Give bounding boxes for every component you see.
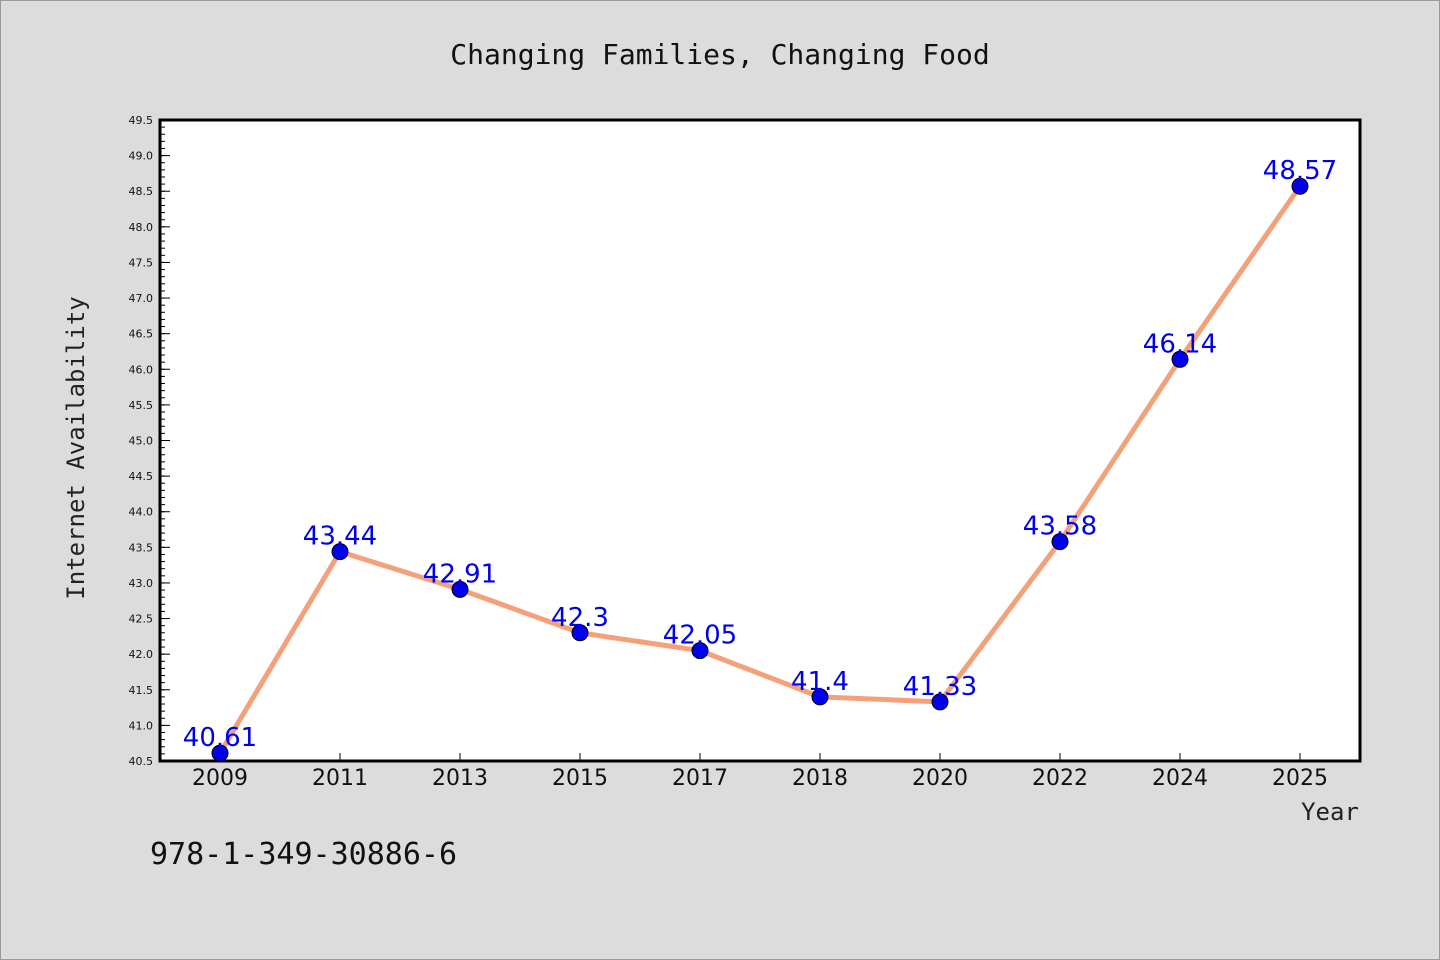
x-tick-label: 2025 xyxy=(1272,766,1328,791)
x-tick-label: 2024 xyxy=(1152,766,1208,791)
y-tick-label: 48.5 xyxy=(129,185,154,198)
data-point xyxy=(1051,533,1069,551)
x-tick-label: 2017 xyxy=(672,766,728,791)
x-tick-label: 2015 xyxy=(552,766,608,791)
y-axis-label: Internet Availability xyxy=(62,296,90,599)
data-label: 42.05 xyxy=(663,621,737,651)
data-labels: 40.61 43.44 42.91 42.3 42.05 41.4 41.33 43.58 46… xyxy=(183,156,1337,753)
data-label: 42.3 xyxy=(551,603,609,633)
data-point xyxy=(571,624,589,642)
series-line xyxy=(217,183,1303,756)
y-tick-label: 45.0 xyxy=(129,435,154,448)
y-tick-label: 43.0 xyxy=(129,577,154,590)
y-tick-label: 48.0 xyxy=(129,221,154,234)
x-axis-label: Year xyxy=(1301,798,1359,826)
x-tick-label: 2018 xyxy=(792,766,848,791)
x-tick-label: 2011 xyxy=(312,766,368,791)
y-axis: 40.5 41.0 41.5 42.0 42.5 43.0 43.5 44.0 44.5 45.0… xyxy=(129,114,170,768)
data-point xyxy=(811,688,829,706)
y-tick-label: 42.5 xyxy=(129,613,154,626)
data-points xyxy=(211,177,1309,762)
data-point xyxy=(931,693,949,711)
y-tick-label: 40.5 xyxy=(129,755,154,768)
data-point xyxy=(331,543,349,561)
data-label: 43.44 xyxy=(303,522,377,552)
data-label: 43.58 xyxy=(1023,512,1097,542)
y-tick-label: 41.5 xyxy=(129,684,154,697)
y-tick-label: 43.5 xyxy=(129,541,154,554)
y-tick-label: 45.5 xyxy=(129,399,154,412)
data-point xyxy=(1171,350,1189,368)
y-tick-label: 49.0 xyxy=(129,150,154,163)
data-point xyxy=(1291,177,1309,195)
data-label: 40.61 xyxy=(183,723,257,753)
x-tick-label: 2009 xyxy=(192,766,248,791)
data-label: 41.4 xyxy=(791,667,849,697)
y-tick-label: 46.0 xyxy=(129,363,154,376)
x-tick-label: 2020 xyxy=(912,766,968,791)
x-tick-label: 2022 xyxy=(1032,766,1088,791)
y-tick-label: 47.5 xyxy=(129,256,154,269)
x-tick-label: 2013 xyxy=(432,766,488,791)
y-tick-label: 44.0 xyxy=(129,506,154,519)
y-tick-label: 41.0 xyxy=(129,719,154,732)
y-tick-label: 46.5 xyxy=(129,328,154,341)
plot-area xyxy=(158,118,1362,763)
y-tick-label: 49.5 xyxy=(129,114,154,127)
x-axis: 2009 2011 2013 2015 2017 2018 2020 2022 2024 2025 xyxy=(192,753,1328,791)
data-label: 46.14 xyxy=(1143,329,1217,359)
data-point xyxy=(211,744,229,762)
data-point xyxy=(691,642,709,660)
data-label: 42.91 xyxy=(423,559,497,589)
y-tick-label: 42.0 xyxy=(129,648,154,661)
y-tick-label: 44.5 xyxy=(129,470,154,483)
y-tick-label: 47.0 xyxy=(129,292,154,305)
data-point xyxy=(451,580,469,598)
chart-title: Changing Families, Changing Food xyxy=(450,38,989,71)
data-label: 48.57 xyxy=(1263,156,1337,186)
data-label: 41.33 xyxy=(903,672,977,702)
isbn-text: 978-1-349-30886-6 xyxy=(150,837,457,872)
